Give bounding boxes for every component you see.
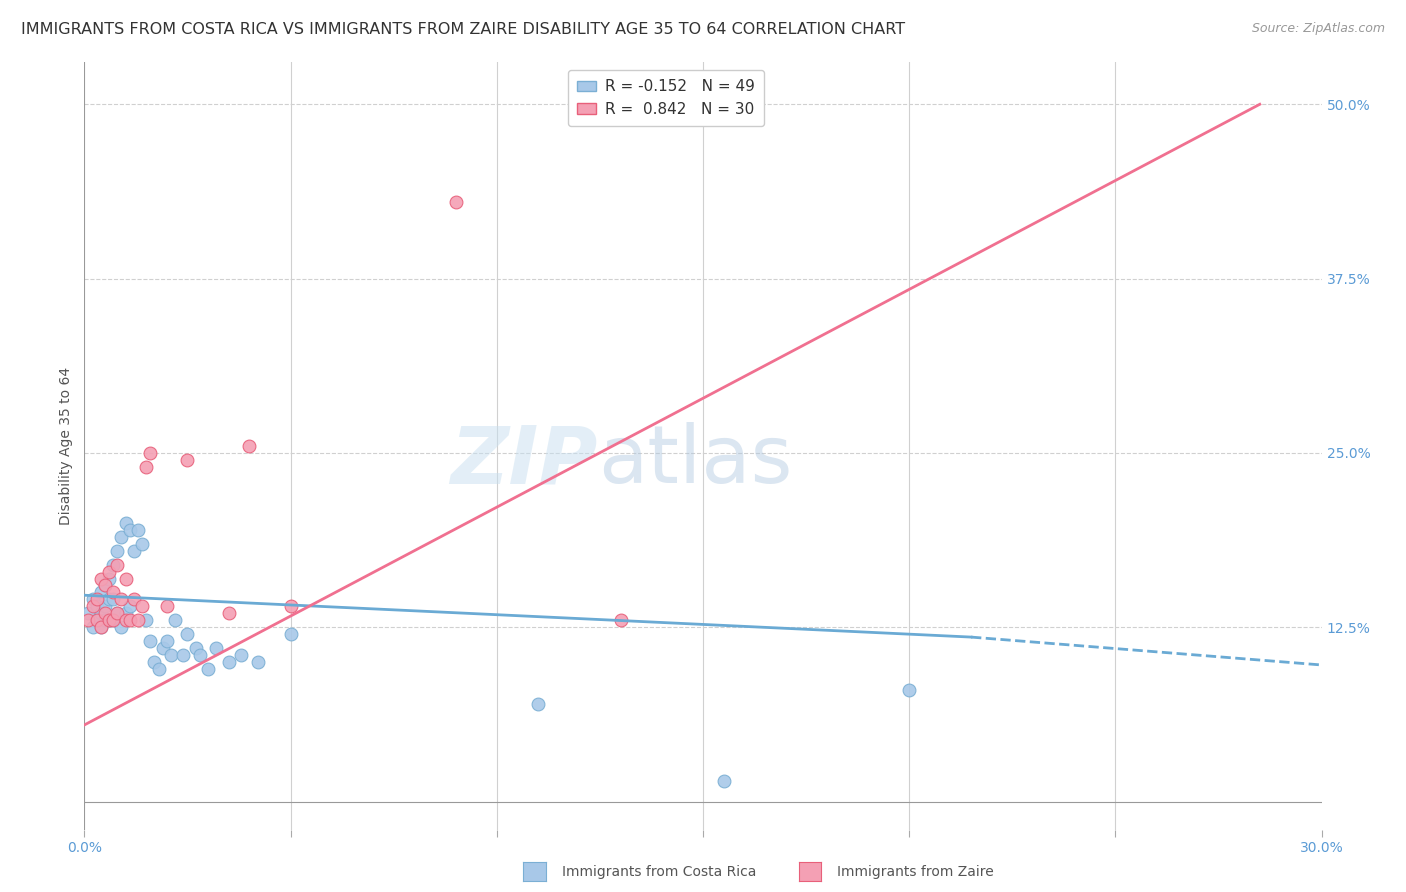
Point [82,599,104,614]
Point [152,641,174,656]
Point [94,613,117,627]
Point [118,613,141,627]
Point [176,453,198,467]
Point [246,655,269,669]
Point [90,620,112,634]
Point [114,607,136,621]
Point [98,565,121,579]
Point [118,599,141,614]
Point [90,585,112,599]
Point [98,592,121,607]
Point [205,641,228,656]
Point [188,648,211,663]
Point [135,613,157,627]
Point [82,620,104,634]
Point [90,607,112,621]
Point [94,599,117,614]
Point [160,648,183,663]
Point [90,572,112,586]
Point [94,578,117,592]
Point [86,613,108,627]
Point [527,697,550,711]
Point [122,543,145,558]
Point [114,516,136,530]
Point [86,599,108,614]
Y-axis label: Disability Age 35 to 64: Disability Age 35 to 64 [59,367,73,525]
Point [127,523,149,537]
Point [105,543,128,558]
Point [609,613,631,627]
Point [229,648,252,663]
Point [77,607,100,621]
Point [713,773,735,788]
Text: atlas: atlas [598,422,792,500]
Text: ZIP: ZIP [450,422,598,500]
Point [103,613,125,627]
Point [184,641,207,656]
Point [94,578,117,592]
Point [77,613,100,627]
Point [131,536,153,550]
Point [105,607,128,621]
Point [98,572,121,586]
Point [238,439,260,453]
Point [135,459,157,474]
Point [165,613,187,627]
Point [122,592,145,607]
Point [86,613,108,627]
Point [98,613,121,627]
Point [86,592,108,607]
Point [110,620,132,634]
Point [105,558,128,572]
Text: Immigrants from Zaire: Immigrants from Zaire [837,865,993,880]
Point [98,613,121,627]
Point [280,599,302,614]
Point [114,613,136,627]
Text: Immigrants from Costa Rica: Immigrants from Costa Rica [562,865,756,880]
Point [105,607,128,621]
Text: IMMIGRANTS FROM COSTA RICA VS IMMIGRANTS FROM ZAIRE DISABILITY AGE 35 TO 64 CORR: IMMIGRANTS FROM COSTA RICA VS IMMIGRANTS… [21,22,905,37]
Point [898,683,921,698]
Point [103,613,125,627]
Point [280,627,302,641]
Point [172,648,194,663]
Point [139,634,162,648]
Point [156,599,179,614]
Point [103,558,125,572]
Point [444,194,467,209]
Point [148,662,170,676]
Point [127,613,149,627]
Legend: R = -0.152   N = 49, R =  0.842   N = 30: R = -0.152 N = 49, R = 0.842 N = 30 [568,70,763,126]
Point [131,599,153,614]
Point [176,627,198,641]
Point [103,592,125,607]
Text: Source: ZipAtlas.com: Source: ZipAtlas.com [1251,22,1385,36]
Point [94,607,117,621]
Point [114,572,136,586]
Point [118,523,141,537]
Point [139,446,162,460]
Point [218,607,240,621]
Point [110,592,132,607]
Point [82,592,104,607]
Point [197,662,219,676]
Point [103,585,125,599]
Point [156,634,179,648]
Point [218,655,240,669]
Point [90,620,112,634]
Point [143,655,166,669]
Point [110,530,132,544]
